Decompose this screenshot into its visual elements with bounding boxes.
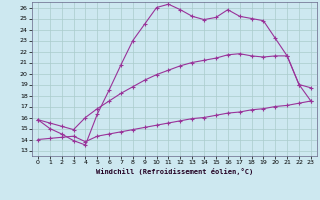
X-axis label: Windchill (Refroidissement éolien,°C): Windchill (Refroidissement éolien,°C) (96, 168, 253, 175)
